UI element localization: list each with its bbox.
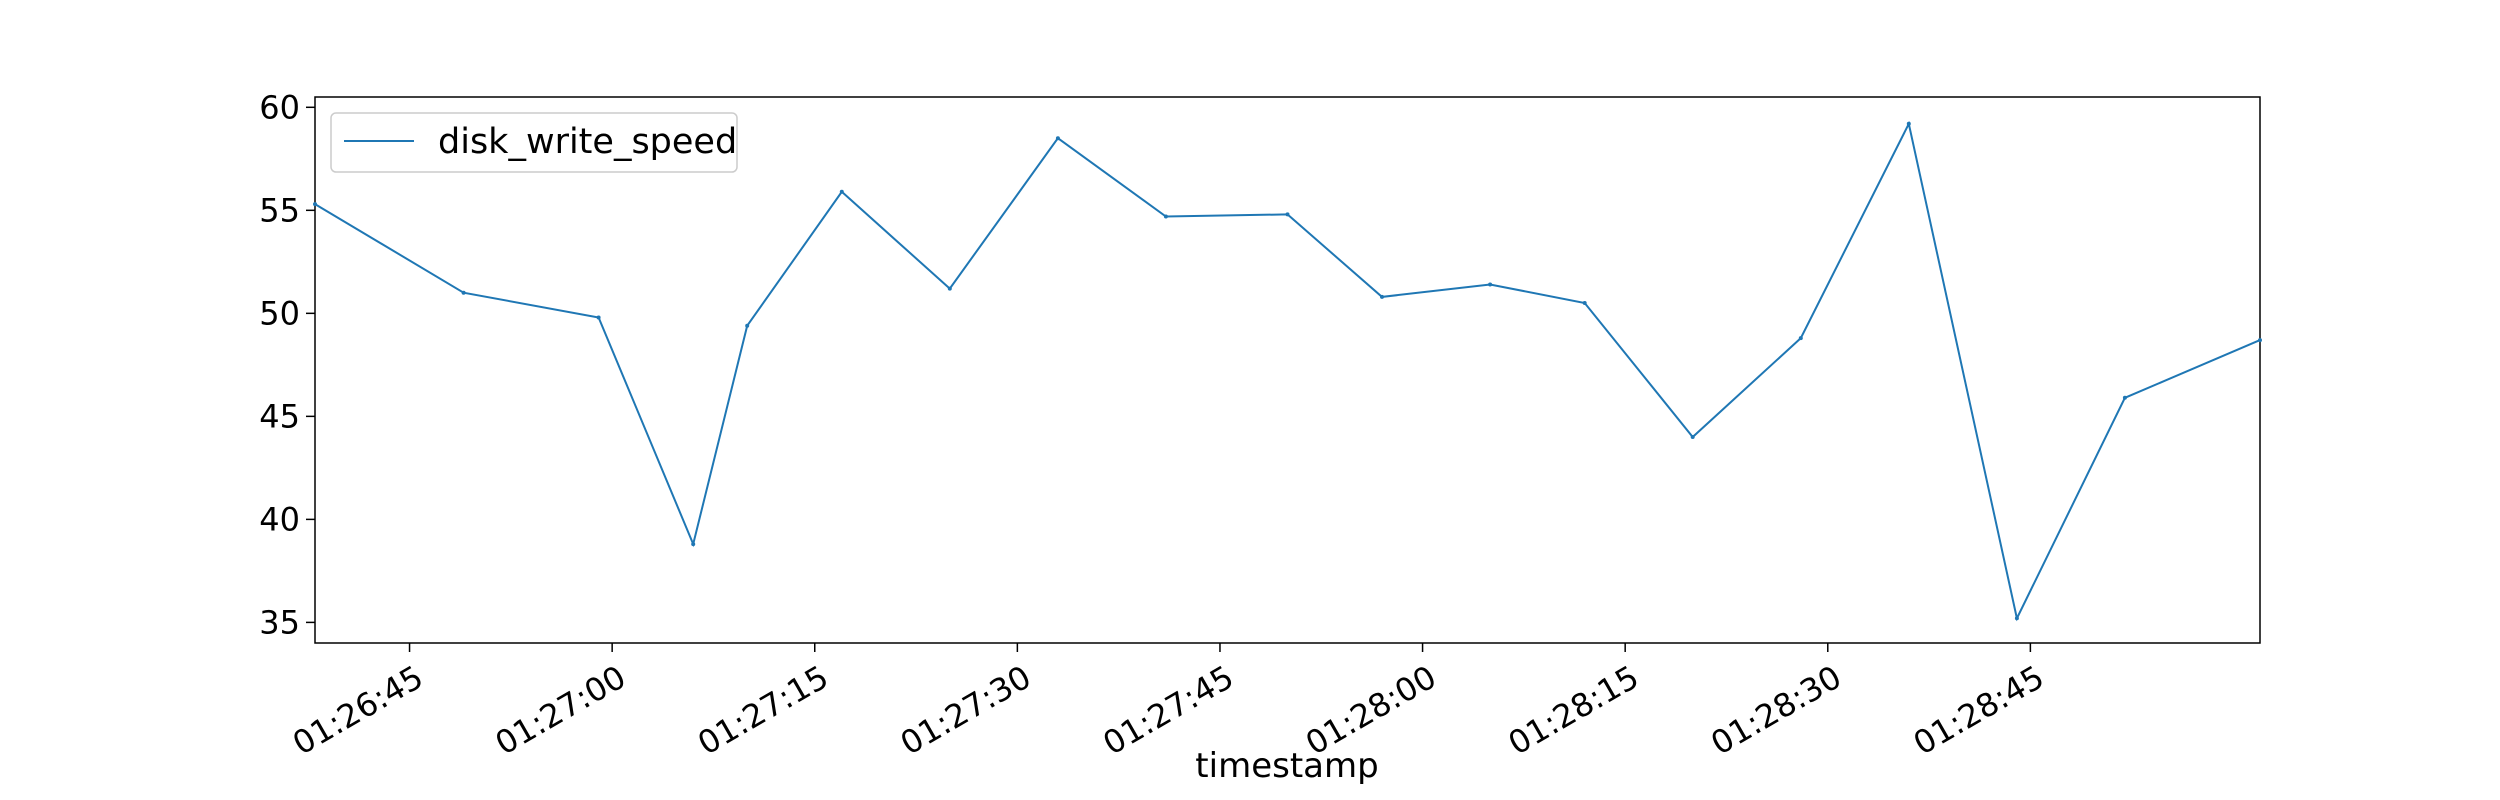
plot-area-frame: [314, 96, 2261, 644]
y-tick-label: 40: [259, 500, 300, 538]
data-point: [2014, 616, 2019, 621]
x-tick-label: 01:28:45: [1907, 658, 2050, 763]
y-tick-label: 60: [259, 88, 300, 126]
data-point: [596, 315, 601, 320]
data-point: [839, 189, 844, 194]
y-tick-label: 35: [259, 603, 300, 641]
y-tick-label: 50: [259, 294, 300, 332]
data-point: [2258, 338, 2262, 343]
x-axis-ticks: 01:26:45 01:27:00 01:27:15 01:27:30 01:27:45…: [286, 643, 2050, 763]
data-point: [691, 542, 696, 547]
legend-label-disk-write-speed: disk_write_speed: [438, 122, 737, 162]
data-point: [745, 323, 750, 328]
data-point: [1380, 294, 1384, 299]
data-point: [1798, 336, 1803, 341]
data-point: [1582, 301, 1587, 305]
legend: disk_write_speed: [330, 112, 738, 173]
x-axis-title: timestamp: [1195, 746, 1378, 786]
x-tick-label: 01:28:15: [1502, 658, 1645, 763]
data-point: [1285, 212, 1290, 217]
series-points: [313, 121, 2262, 621]
x-tick-label: 01:27:15: [691, 658, 834, 763]
data-point: [1488, 282, 1493, 287]
data-point: [1690, 435, 1695, 439]
x-tick-label: 01:26:45: [286, 658, 429, 763]
y-tick-label: 55: [259, 191, 300, 229]
y-axis-ticks: 35 40 45 50 55 60: [259, 88, 315, 641]
data-point: [1055, 136, 1060, 141]
x-tick-label: 01:28:30: [1704, 658, 1847, 763]
x-tick-label: 01:27:00: [489, 658, 632, 763]
data-point: [1906, 121, 1911, 126]
data-point: [2122, 395, 2127, 400]
x-tick-label: 01:27:30: [894, 658, 1037, 763]
series-line-disk-write-speed: [314, 120, 2261, 622]
data-point: [461, 290, 466, 295]
data-point: [313, 202, 317, 207]
data-point: [1163, 214, 1168, 219]
data-point: [947, 286, 952, 291]
y-tick-label: 45: [259, 397, 300, 435]
legend-box: [330, 112, 738, 173]
